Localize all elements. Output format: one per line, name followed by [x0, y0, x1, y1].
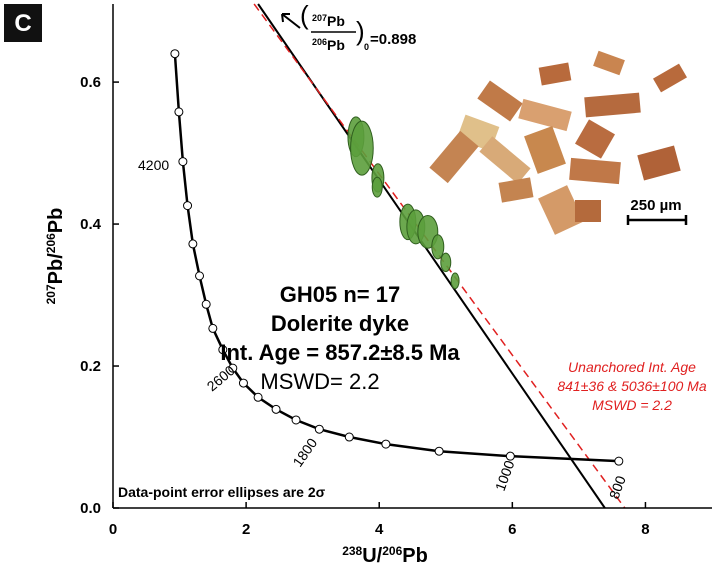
x-label-part: 238	[342, 544, 362, 558]
scale-bar	[626, 215, 688, 225]
concordia-point	[188, 239, 198, 249]
crystal	[518, 98, 572, 132]
y-label-part: 207	[44, 284, 58, 304]
crystal-image	[429, 50, 687, 235]
y-label-part: Pb	[45, 208, 67, 234]
main-text: GH05 n= 17 Dolerite dyke Int. Age = 857.…	[220, 282, 460, 394]
concordia-point	[381, 439, 391, 449]
concordia-point	[505, 451, 515, 461]
crystal	[637, 145, 681, 181]
x-tick-label: 8	[641, 521, 649, 538]
x-tick-label: 2	[242, 521, 250, 538]
note: Data-point error ellipses are 2σ	[118, 484, 326, 500]
plot-area	[170, 3, 626, 509]
concordia-point	[178, 157, 188, 167]
x-label-part: U/	[362, 545, 382, 567]
y-label-part: Pb/	[45, 253, 67, 285]
x-label-part: Pb	[402, 545, 428, 567]
age-label: 1000	[492, 458, 518, 493]
concordia-point	[314, 424, 324, 434]
red-line: Unanchored Int. Age	[568, 359, 696, 375]
concordia-point	[271, 404, 281, 414]
red-line: 841±36 & 5036±100 Ma	[557, 378, 706, 394]
concordia-point	[291, 415, 301, 425]
paren: )	[356, 16, 365, 46]
age-result: Int. Age = 857.2±8.5 Ma	[220, 340, 460, 365]
y-label-part: 206	[44, 233, 58, 253]
intercept-denominator: 206Pb	[312, 37, 345, 53]
label-part: Pb	[327, 37, 345, 53]
red-line: MSWD = 2.2	[592, 397, 672, 413]
label-part: 206	[312, 37, 327, 47]
y-axis-label: 207Pb/206Pb	[44, 208, 67, 305]
age-label: 800	[606, 473, 629, 501]
crystal	[524, 126, 566, 174]
crystal	[569, 157, 621, 185]
y-tick-label: 0.0	[80, 500, 101, 517]
y-tick-label: 0.2	[80, 358, 101, 375]
crystal	[429, 130, 479, 184]
concordia-point	[238, 378, 248, 388]
x-tick-label: 0	[109, 521, 117, 538]
crystal	[479, 136, 531, 184]
concordia-point	[208, 323, 218, 333]
error-ellipse	[371, 176, 383, 198]
scale-bar-label: 250 µm	[630, 197, 681, 214]
intercept-subscript: 0	[364, 42, 369, 52]
error-ellipse	[450, 272, 460, 290]
intercept-numerator: 207Pb	[312, 13, 345, 29]
age-label: 1800	[289, 435, 320, 470]
mswd: MSWD= 2.2	[260, 369, 379, 394]
concordia-point	[614, 456, 624, 466]
crystal	[575, 200, 601, 222]
concordia-point	[170, 49, 180, 59]
error-ellipse	[440, 252, 452, 273]
x-axis-label: 238U/206Pb	[342, 544, 428, 567]
concordia-point	[183, 201, 193, 211]
intercept-value: =0.898	[370, 31, 416, 48]
concordia-point	[195, 271, 205, 281]
concordia-point	[174, 107, 184, 117]
x-tick-label: 4	[375, 521, 384, 538]
panel-box	[4, 4, 42, 42]
x-label-part: 206	[382, 544, 402, 558]
error-ellipse	[350, 120, 374, 176]
concordia-point	[218, 345, 228, 355]
concordia-point	[434, 446, 444, 456]
crystal	[593, 50, 625, 76]
crystal	[575, 119, 615, 159]
crystal	[477, 80, 523, 122]
concordia-curve	[173, 53, 619, 463]
crystal	[538, 62, 572, 86]
crystal	[498, 177, 534, 203]
concordia-point	[201, 299, 211, 309]
crystal	[653, 63, 687, 93]
concordia-point	[344, 432, 354, 442]
label-part: 207	[312, 13, 327, 23]
annotation-arrow	[281, 13, 301, 29]
panel-label: C	[14, 10, 31, 37]
sample-label: GH05 n= 17	[280, 282, 400, 307]
paren: (	[300, 0, 309, 30]
y-tick-label: 0.4	[80, 216, 102, 233]
x-tick-label: 6	[508, 521, 516, 538]
error-ellipse	[431, 234, 445, 260]
y-tick-label: 0.6	[80, 74, 101, 91]
concordia-point	[228, 363, 238, 373]
rock-label: Dolerite dyke	[271, 311, 409, 336]
crystal	[538, 185, 584, 235]
crystal	[584, 92, 641, 118]
age-label: 4200	[138, 157, 169, 173]
concordia-point	[253, 392, 263, 402]
red-text: Unanchored Int. Age 841±36 & 5036±100 Ma…	[557, 359, 706, 413]
label-part: Pb	[327, 13, 345, 29]
